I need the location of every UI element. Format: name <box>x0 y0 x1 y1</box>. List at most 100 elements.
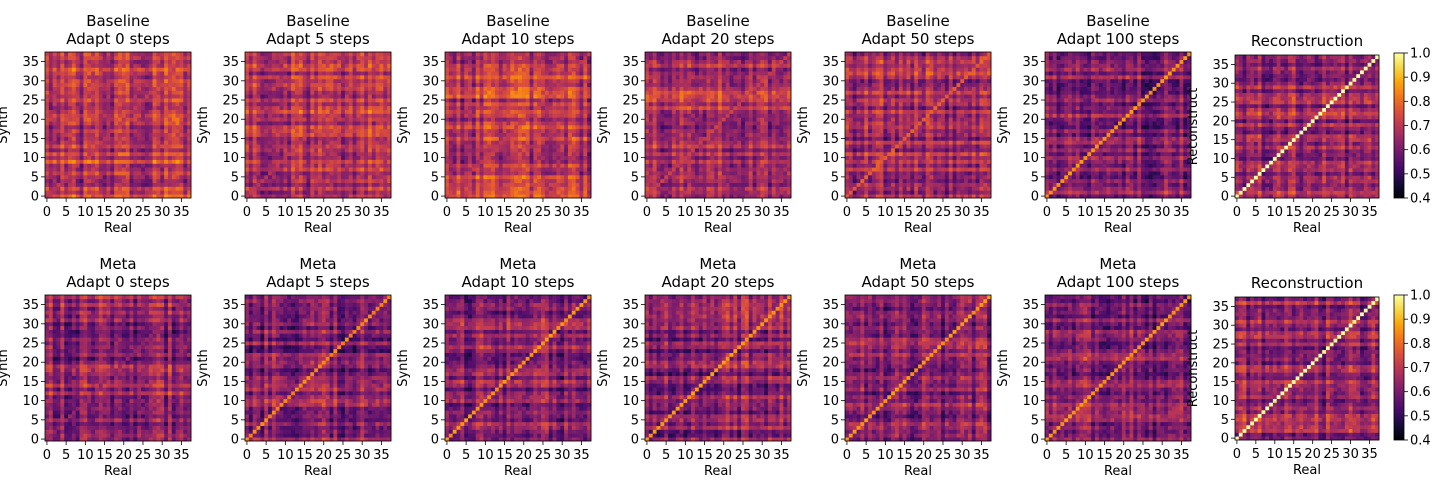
heatmap-cell <box>379 186 384 191</box>
heatmap-cell <box>171 105 176 110</box>
heatmap-cell <box>691 167 696 172</box>
heatmap-cell <box>264 90 269 95</box>
heatmap-cell <box>579 151 584 157</box>
heatmap-cell <box>175 55 180 61</box>
heatmap-cell <box>360 101 365 107</box>
heatmap-cell <box>537 155 542 160</box>
heatmap-cell <box>179 194 184 199</box>
heatmap-cell <box>60 155 65 160</box>
heatmap-cell <box>356 78 361 84</box>
heatmap-cell <box>360 159 365 164</box>
heatmap-cell <box>541 78 546 84</box>
heatmap-cell <box>521 52 527 57</box>
heatmap-cell <box>706 186 711 191</box>
heatmap-cell <box>460 71 465 76</box>
heatmap-cell <box>148 186 153 191</box>
heatmap-cell <box>321 144 327 149</box>
heatmap-cell <box>152 59 157 64</box>
heatmap-cell <box>779 144 784 149</box>
heatmap-cell <box>375 190 380 195</box>
heatmap-cell <box>102 144 107 149</box>
heatmap-cell <box>502 86 507 91</box>
heatmap-cell <box>279 82 284 87</box>
heatmap-cell <box>298 55 303 61</box>
heatmap-cell <box>329 136 334 141</box>
heatmap-cell <box>341 151 346 157</box>
heatmap-cell <box>175 178 180 183</box>
heatmap-cell <box>141 78 146 84</box>
heatmap-cell <box>171 155 176 160</box>
heatmap-cell <box>106 67 111 72</box>
heatmap-cell <box>45 109 50 114</box>
heatmap-cell <box>668 148 673 153</box>
heatmap-cell <box>79 78 84 84</box>
heatmap-cell <box>460 90 465 95</box>
heatmap-cell <box>506 144 511 149</box>
heatmap-cell <box>375 128 380 134</box>
heatmap-cell <box>564 174 569 180</box>
heatmap-cell <box>321 90 327 95</box>
heatmap-cell <box>271 182 277 187</box>
heatmap-cell <box>645 171 650 176</box>
heatmap-cell <box>287 194 292 199</box>
heatmap-cell <box>775 186 780 191</box>
heatmap-cell <box>333 109 338 114</box>
heatmap-cell <box>141 71 146 76</box>
heatmap-cell <box>164 128 169 134</box>
heatmap-cell <box>702 155 707 160</box>
heatmap-cell <box>510 182 515 187</box>
heatmap-cell <box>114 109 119 114</box>
heatmap-cell <box>379 155 384 160</box>
heatmap-cell <box>329 71 334 76</box>
heatmap-cell <box>744 163 750 168</box>
heatmap-cell <box>494 159 500 164</box>
heatmap-cell <box>164 178 169 183</box>
heatmap-cell <box>75 75 80 80</box>
heatmap-cell <box>664 194 669 199</box>
heatmap-cell <box>656 140 661 145</box>
heatmap-cell <box>544 71 550 76</box>
heatmap-cell <box>60 128 65 134</box>
heatmap-cell <box>741 167 746 172</box>
heatmap-cell <box>344 171 350 176</box>
heatmap-cell <box>279 125 284 130</box>
heatmap-cell <box>144 105 150 110</box>
heatmap-cell <box>587 52 592 57</box>
heatmap-cell <box>141 167 146 172</box>
heatmap-cell <box>260 82 265 87</box>
heatmap-cell <box>575 113 580 118</box>
heatmap-cell <box>337 52 342 57</box>
heatmap-cell <box>544 174 550 180</box>
heatmap-cell <box>775 182 780 187</box>
heatmap-cell <box>167 136 173 141</box>
heatmap-cell <box>71 144 77 149</box>
heatmap-cell <box>479 182 484 187</box>
heatmap-cell <box>656 178 661 183</box>
heatmap-cell <box>583 121 588 126</box>
heatmap-cell <box>94 90 100 95</box>
heatmap-cell <box>379 171 384 176</box>
heatmap-cell <box>375 167 380 172</box>
heatmap-cell <box>718 190 723 195</box>
heatmap-cell <box>160 186 165 191</box>
heatmap-cell <box>167 159 173 164</box>
heatmap-cell <box>141 182 146 187</box>
heatmap-cell <box>125 125 130 130</box>
heatmap-cell <box>541 52 546 57</box>
heatmap-cell <box>279 59 284 64</box>
heatmap-cell <box>260 136 265 141</box>
heatmap-cell <box>298 121 303 126</box>
heatmap-cell <box>452 182 457 187</box>
heatmap-cell <box>748 148 753 153</box>
heatmap-cell <box>268 178 273 183</box>
heatmap-cell <box>506 52 511 57</box>
heatmap-cell <box>698 163 703 168</box>
heatmap-cell <box>464 163 469 168</box>
heatmap-cell <box>337 144 342 149</box>
heatmap-cell <box>560 98 565 103</box>
heatmap-cell <box>341 163 346 168</box>
heatmap-cell <box>475 78 480 84</box>
heatmap-cell <box>748 171 753 176</box>
heatmap-cell <box>479 113 484 118</box>
heatmap-cell <box>479 171 484 176</box>
